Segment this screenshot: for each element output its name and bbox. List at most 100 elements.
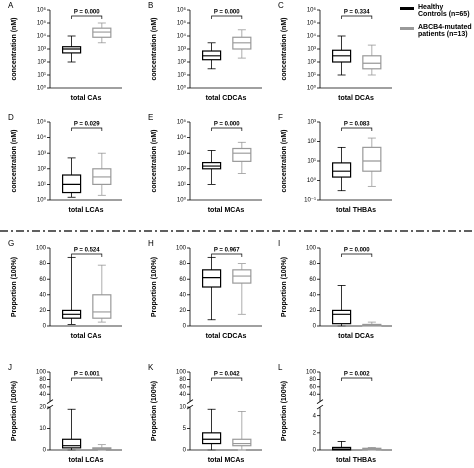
significance-bracket [341, 253, 373, 257]
y-tick-label: 10² [307, 139, 316, 145]
significance-bracket [341, 15, 373, 19]
significance-bracket [211, 377, 243, 381]
y-tick-label: 10¹ [307, 73, 316, 79]
y-tick-label: 60 [309, 384, 316, 390]
axis-break [316, 399, 324, 404]
box [92, 294, 112, 319]
y-tick-label: 10⁰ [177, 85, 187, 92]
box [202, 432, 222, 445]
y-tick-label: 5 [183, 426, 187, 432]
panel-label: K [148, 363, 154, 372]
y-tick-label: 10¹ [177, 182, 186, 188]
y-tick-label: 10¹ [307, 159, 316, 165]
y-tick-label: 20 [39, 405, 46, 411]
panel-label: I [278, 239, 280, 248]
significance-bracket [211, 15, 243, 19]
y-axis-label: Proportion (100%) [151, 381, 158, 441]
y-tick-label: 10⁵ [37, 119, 47, 126]
axis-break [316, 404, 324, 410]
x-axis-label: total DCAs [338, 95, 374, 102]
y-tick-label: 10⁰ [307, 177, 317, 184]
y-tick-label: 10⁶ [37, 7, 47, 14]
box [92, 27, 112, 38]
y-tick-label: 10³ [37, 151, 46, 157]
y-axis-label: concentration (nM) [11, 18, 18, 81]
significance-bracket [71, 253, 103, 257]
y-tick-label: 40 [39, 292, 46, 298]
y-tick-label: 10⁴ [177, 33, 187, 40]
x-axis-label: total CAs [71, 95, 102, 102]
legend-swatch [400, 7, 414, 10]
y-axis-label: Proportion (100%) [11, 381, 18, 441]
panel-label: E [148, 113, 153, 122]
y-tick-label: 10⁰ [37, 197, 47, 204]
legend-item: Healthy Controls (n=65) [400, 4, 472, 18]
p-value: P = 0.000 [214, 10, 240, 16]
y-axis-label: Proportion (100%) [151, 257, 158, 317]
panel-label: G [8, 239, 14, 248]
legend-label: Healthy Controls (n=65) [418, 4, 470, 18]
y-tick-label: 10 [39, 426, 46, 432]
y-tick-label: 60 [39, 384, 46, 390]
y-tick-label: 10¹ [37, 73, 46, 79]
y-tick-label: 10⁻¹ [304, 198, 316, 204]
y-axis-label: concentration (nM) [151, 18, 158, 81]
y-tick-label: 60 [39, 277, 46, 283]
p-value: P = 0.042 [214, 372, 240, 378]
box [362, 55, 382, 70]
p-value: P = 0.000 [214, 122, 240, 128]
y-tick-label: 10¹ [37, 182, 46, 188]
axis-break [46, 399, 54, 404]
box [332, 162, 352, 178]
y-tick-label: 100 [176, 246, 187, 252]
y-tick-label: 10³ [177, 151, 186, 157]
x-axis-label: total MCAs [208, 207, 245, 214]
x-axis-label: total MCAs [208, 457, 245, 464]
panel-label: B [148, 1, 153, 10]
y-tick-label: 10⁵ [177, 119, 187, 126]
y-tick-label: 10³ [37, 47, 46, 53]
p-value: P = 0.029 [74, 122, 100, 128]
box [232, 147, 252, 162]
y-tick-label: 10⁴ [177, 134, 187, 141]
y-tick-label: 0 [183, 448, 187, 454]
y-tick-label: 10² [307, 60, 316, 66]
box [232, 438, 252, 447]
y-tick-label: 40 [309, 292, 316, 298]
box [61, 46, 82, 54]
y-axis-label: Proportion (100%) [281, 257, 288, 317]
x-axis-label: total CAs [71, 333, 102, 340]
y-axis-label: Proportion (100%) [11, 257, 18, 317]
y-tick-label: 10⁴ [37, 134, 47, 141]
legend-swatch [400, 27, 414, 30]
y-tick-label: 80 [179, 377, 186, 383]
y-tick-label: 10² [37, 166, 46, 172]
legend: Healthy Controls (n=65) ABCB4-mutated pat… [400, 4, 472, 44]
y-tick-label: 10⁰ [177, 197, 187, 204]
significance-bracket [71, 377, 103, 381]
y-tick-label: 4 [313, 413, 317, 419]
panel-label: L [278, 363, 283, 372]
y-tick-label: 10² [177, 166, 186, 172]
y-tick-label: 10¹ [177, 73, 186, 79]
p-value: P = 0.000 [344, 248, 370, 254]
box [332, 309, 352, 325]
x-axis-label: total DCAs [338, 333, 374, 340]
y-tick-label: 10⁶ [307, 7, 317, 14]
x-axis-label: total THBAs [336, 207, 376, 214]
box [202, 269, 222, 288]
p-value: P = 0.083 [344, 122, 370, 128]
y-tick-label: 10² [177, 60, 186, 66]
y-tick-label: 40 [179, 392, 186, 398]
panel-label: C [278, 1, 284, 10]
y-tick-label: 10³ [177, 47, 186, 53]
y-tick-label: 20 [309, 308, 316, 314]
y-tick-label: 100 [306, 370, 317, 376]
significance-bracket [71, 127, 103, 131]
y-axis-label: concentration (nM) [281, 130, 288, 193]
y-tick-label: 20 [39, 308, 46, 314]
y-tick-label: 100 [176, 370, 187, 376]
y-tick-label: 40 [179, 292, 186, 298]
significance-bracket [341, 127, 373, 131]
